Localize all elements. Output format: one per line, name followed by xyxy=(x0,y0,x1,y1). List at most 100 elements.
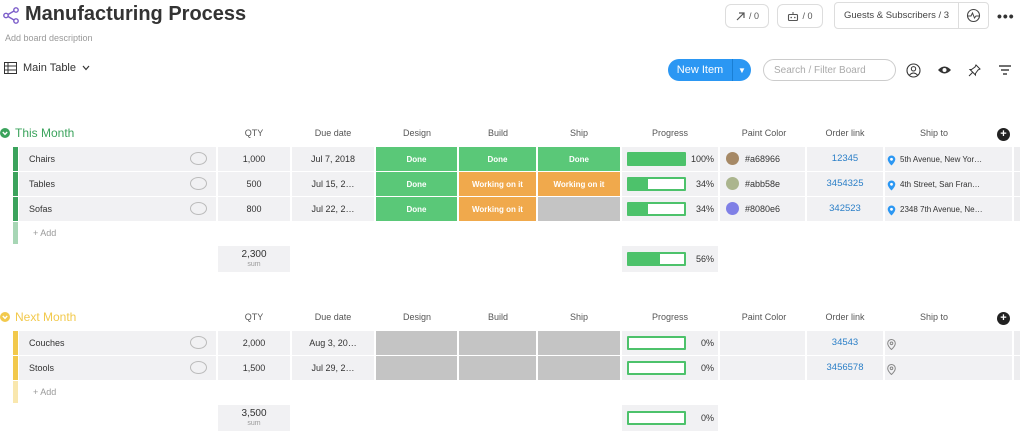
column-header[interactable]: Order link xyxy=(825,128,865,138)
ship-to-cell[interactable] xyxy=(885,331,1012,355)
order-link[interactable]: 34543 xyxy=(807,331,883,355)
qty-cell[interactable]: 1,000 xyxy=(218,147,290,171)
progress-percent: 34% xyxy=(695,204,714,214)
column-header[interactable]: Paint Color xyxy=(741,128,787,138)
design-status-cell[interactable]: Done xyxy=(376,197,457,221)
view-selector[interactable]: Main Table xyxy=(4,62,90,74)
comment-icon[interactable] xyxy=(190,361,207,374)
item-name[interactable]: Chairs xyxy=(29,154,56,164)
due-date-cell[interactable]: Jul 22, 2… xyxy=(292,197,374,221)
row-end-cell xyxy=(1014,172,1020,196)
design-status-cell[interactable] xyxy=(376,331,457,355)
comment-icon[interactable] xyxy=(190,202,207,215)
new-item-button[interactable]: New Item ▼ xyxy=(668,59,751,81)
build-status-cell[interactable]: Working on it xyxy=(459,197,536,221)
qty-cell[interactable]: 1,500 xyxy=(218,356,290,380)
comment-icon[interactable] xyxy=(190,152,207,165)
progress-bar xyxy=(627,336,686,350)
design-status-cell[interactable]: Done xyxy=(376,147,457,171)
paint-color-cell[interactable] xyxy=(720,331,805,355)
progress-bar xyxy=(627,202,686,216)
order-link[interactable]: 12345 xyxy=(807,147,883,171)
column-header[interactable]: Ship xyxy=(569,128,588,138)
design-status-cell[interactable] xyxy=(376,356,457,380)
person-filter-icon[interactable] xyxy=(905,62,921,78)
filter-icon[interactable] xyxy=(997,62,1013,78)
add-column-icon[interactable]: + xyxy=(997,312,1010,325)
comment-icon[interactable] xyxy=(190,177,207,190)
ship-status-cell[interactable] xyxy=(538,197,620,221)
item-name[interactable]: Couches xyxy=(29,338,65,348)
ship-status-cell[interactable] xyxy=(538,356,620,380)
build-status-cell[interactable] xyxy=(459,356,536,380)
board-description[interactable]: Add board description xyxy=(5,33,93,43)
ship-status-cell[interactable]: Done xyxy=(538,147,620,171)
item-name[interactable]: Tables xyxy=(29,179,56,189)
item-name-cell[interactable] xyxy=(19,172,216,196)
due-date-cell[interactable]: Jul 15, 2… xyxy=(292,172,374,196)
item-name-cell[interactable] xyxy=(19,331,216,355)
paint-color-cell[interactable] xyxy=(720,356,805,380)
order-link[interactable]: 3456578 xyxy=(807,356,883,380)
item-name[interactable]: Sofas xyxy=(29,204,53,214)
add-item-input[interactable]: + Add xyxy=(33,387,57,397)
activity-button[interactable]: / 0 xyxy=(725,4,769,28)
item-name-cell[interactable] xyxy=(19,356,216,380)
add-item-input[interactable]: + Add xyxy=(33,228,57,238)
ship-status-cell[interactable] xyxy=(538,331,620,355)
order-link[interactable]: 3454325 xyxy=(807,172,883,196)
share-icon[interactable] xyxy=(3,7,20,24)
column-header[interactable]: Ship xyxy=(569,312,588,322)
item-name-cell[interactable] xyxy=(19,147,216,171)
comment-icon[interactable] xyxy=(190,336,207,349)
qty-cell[interactable]: 2,000 xyxy=(218,331,290,355)
ship-status-cell[interactable]: Working on it xyxy=(538,172,620,196)
add-column-icon[interactable]: + xyxy=(997,128,1010,141)
due-date-cell[interactable]: Jul 29, 2… xyxy=(292,356,374,380)
build-status-cell[interactable]: Done xyxy=(459,147,536,171)
eye-icon[interactable] xyxy=(936,62,952,78)
integrations-button[interactable]: / 0 xyxy=(777,4,823,28)
column-header[interactable]: Ship to xyxy=(919,312,949,322)
guests-subscribers-button[interactable]: Guests & Subscribers / 3 xyxy=(834,2,989,29)
column-header[interactable]: Design xyxy=(402,128,431,138)
activity-log-button[interactable] xyxy=(958,3,988,28)
column-header[interactable]: Design xyxy=(402,312,431,322)
order-link[interactable]: 342523 xyxy=(807,197,883,221)
column-header[interactable]: Order link xyxy=(825,312,865,322)
column-header[interactable]: QTY xyxy=(244,128,264,138)
qty-cell[interactable]: 500 xyxy=(218,172,290,196)
new-item-dropdown-icon[interactable]: ▼ xyxy=(732,59,751,81)
more-options-icon[interactable]: ••• xyxy=(997,8,1015,24)
column-header[interactable]: Build xyxy=(487,128,508,138)
column-header[interactable]: Ship to xyxy=(919,128,949,138)
qty-cell[interactable]: 800 xyxy=(218,197,290,221)
build-status-cell[interactable]: Working on it xyxy=(459,172,536,196)
group-collapse-icon[interactable] xyxy=(0,312,10,322)
due-date-cell[interactable]: Jul 7, 2018 xyxy=(292,147,374,171)
due-date-cell[interactable]: Aug 3, 20… xyxy=(292,331,374,355)
group-collapse-icon[interactable] xyxy=(0,128,10,138)
build-status-cell[interactable] xyxy=(459,331,536,355)
column-header[interactable]: Progress xyxy=(651,312,688,322)
item-name-cell[interactable] xyxy=(19,197,216,221)
column-header[interactable]: Due date xyxy=(314,312,352,322)
search-input[interactable]: Search / Filter Board xyxy=(763,59,896,81)
column-header[interactable]: Build xyxy=(487,312,508,322)
group-title-0[interactable]: This Month xyxy=(0,126,74,140)
ship-to-cell[interactable] xyxy=(885,147,1012,171)
column-header[interactable]: Due date xyxy=(314,128,352,138)
pin-icon[interactable] xyxy=(966,62,982,78)
board-title[interactable]: Manufacturing Process xyxy=(25,3,247,25)
design-status-cell[interactable]: Done xyxy=(376,172,457,196)
group-title-1[interactable]: Next Month xyxy=(0,310,76,324)
group-title-label: Next Month xyxy=(15,310,77,324)
column-header[interactable]: QTY xyxy=(244,312,264,322)
ship-to-cell[interactable] xyxy=(885,356,1012,380)
column-header[interactable]: Paint Color xyxy=(741,312,787,322)
ship-to-cell[interactable] xyxy=(885,172,1012,196)
location-pin-icon xyxy=(887,337,896,351)
item-name[interactable]: Stools xyxy=(29,363,55,373)
column-header[interactable]: Progress xyxy=(651,128,688,138)
ship-to-cell[interactable] xyxy=(885,197,1012,221)
